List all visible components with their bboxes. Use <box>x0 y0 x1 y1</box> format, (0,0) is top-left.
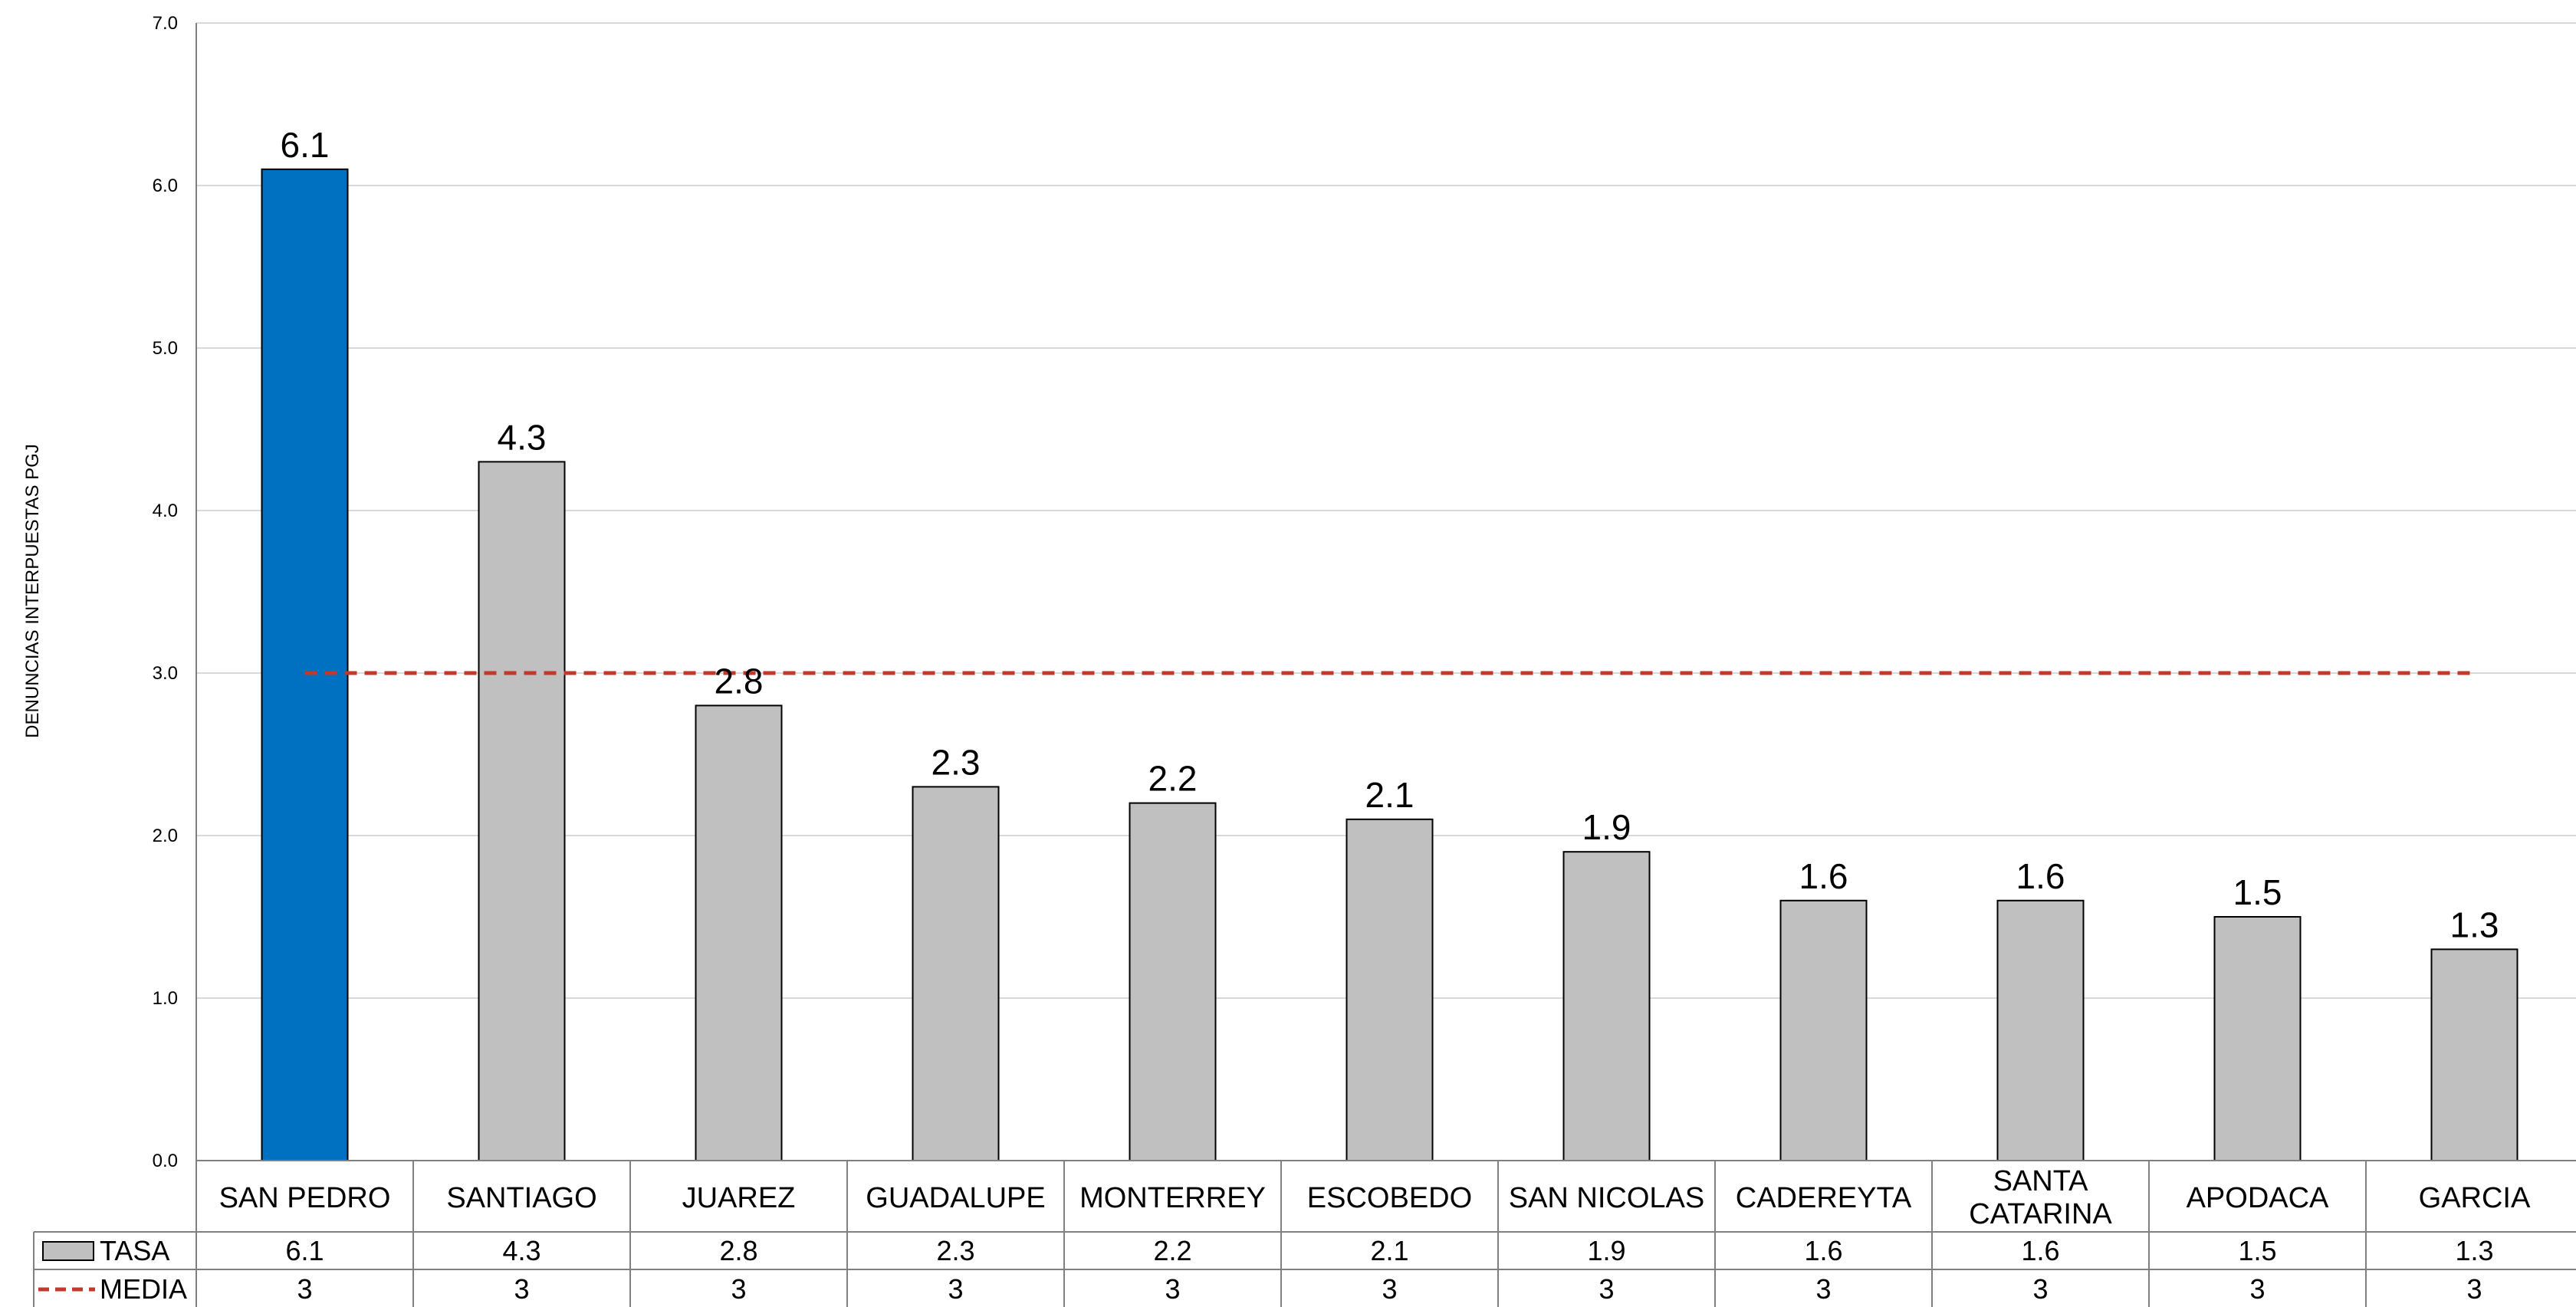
y-tick-label: 7.0 <box>153 13 178 34</box>
table-cell-tasa: 2.8 <box>719 1235 757 1266</box>
table-cell-tasa: 1.3 <box>2455 1235 2493 1266</box>
category-label: CATARINA <box>1969 1198 2112 1230</box>
category-label: APODACA <box>2187 1182 2329 1214</box>
table-cell-tasa: 4.3 <box>502 1235 540 1266</box>
bar-santiago <box>478 461 566 1161</box>
category-label: GARCIA <box>2419 1182 2531 1214</box>
category-label: SAN NICOLAS <box>1509 1182 1705 1214</box>
bar-value-label: 2.1 <box>1365 775 1414 815</box>
category-label: JUAREZ <box>682 1182 796 1214</box>
bar-value-label: 1.9 <box>1582 807 1631 847</box>
bar-garcia <box>2430 948 2518 1162</box>
bar-value-label: 1.5 <box>2233 872 2282 912</box>
table-cell-media: 3 <box>948 1273 963 1305</box>
category-label: SANTIAGO <box>446 1182 596 1214</box>
table-cell-media: 3 <box>514 1273 529 1305</box>
bar-value-label: 1.6 <box>2016 856 2065 896</box>
bar-value-label: 1.3 <box>2450 905 2499 944</box>
bar-san-nicolas <box>1562 851 1651 1161</box>
y-tick-label: 4.0 <box>153 501 178 521</box>
bar-juarez <box>695 704 783 1161</box>
y-tick-label: 1.0 <box>153 988 178 1009</box>
table-cell-media: 3 <box>1165 1273 1180 1305</box>
table-cell-tasa: 1.5 <box>2238 1235 2276 1266</box>
bar-escobedo <box>1346 818 1434 1162</box>
category-label: CADEREYTA <box>1736 1182 1912 1214</box>
table-cell-media: 3 <box>2032 1273 2048 1305</box>
y-axis-title: DENUNCIAS INTERPUESTAS PGJ <box>22 444 43 738</box>
category-label: SANTA <box>1993 1165 2089 1197</box>
y-tick-label: 6.0 <box>153 176 178 196</box>
y-tick-label: 2.0 <box>153 826 178 846</box>
bar-santa-catarina <box>1996 899 2085 1162</box>
category-label: SAN PEDRO <box>219 1182 391 1214</box>
bar-apodaca <box>2213 916 2302 1161</box>
bar-monterrey <box>1129 802 1217 1161</box>
bar-value-label: 2.8 <box>715 661 764 701</box>
axes: 0.0 1.0 2.0 3.0 4.0 5.0 6.0 7.0 <box>153 13 2576 1307</box>
category-label: GUADALUPE <box>866 1182 1045 1214</box>
table-cell-media: 3 <box>731 1273 746 1305</box>
y-tick-label: 0.0 <box>153 1151 178 1171</box>
table-cell-tasa: 1.6 <box>1804 1235 1842 1266</box>
y-tick-label: 5.0 <box>153 338 178 359</box>
bar-value-label: 1.6 <box>1799 856 1848 896</box>
category-label: MONTERREY <box>1079 1182 1266 1214</box>
bar-guadalupe <box>912 786 1000 1162</box>
bar-value-label: 6.1 <box>281 125 330 165</box>
legend-label-media: MEDIA <box>100 1273 187 1305</box>
table-cell-tasa: 1.9 <box>1587 1235 1625 1266</box>
legend-label-tasa: TASA <box>100 1235 169 1266</box>
data-labels: 6.1 4.3 2.8 2.3 2.2 2.1 1.9 1.6 1.6 1.5 1.3 <box>281 125 2499 945</box>
table-cell-tasa: 1.6 <box>2021 1235 2059 1266</box>
bar-cadereyta <box>1779 899 1868 1162</box>
bar-value-label: 2.3 <box>932 742 981 782</box>
table-cell-media: 3 <box>1815 1273 1831 1305</box>
table-cell-media: 3 <box>2249 1273 2265 1305</box>
category-label: ESCOBEDO <box>1307 1182 1472 1214</box>
bar-value-label: 4.3 <box>498 417 547 457</box>
table-cell-tasa: 6.1 <box>285 1235 324 1266</box>
table-cell-media: 3 <box>297 1273 312 1305</box>
bar-san-pedro <box>261 168 349 1161</box>
bar-series <box>261 168 2518 1162</box>
table-cell-media: 3 <box>1382 1273 1397 1305</box>
table-cell-tasa: 2.1 <box>1370 1235 1408 1266</box>
bar-value-label: 2.2 <box>1148 759 1198 799</box>
table-cell-tasa: 2.3 <box>936 1235 974 1266</box>
y-tick-label: 3.0 <box>153 663 178 684</box>
data-table: SAN PEDRO SANTIAGO JUAREZ GUADALUPE MONTERRE… <box>33 1161 2576 1307</box>
legend-key-tasa <box>42 1241 94 1261</box>
table-cell-media: 3 <box>2466 1273 2482 1305</box>
table-cell-tasa: 2.2 <box>1153 1235 1191 1266</box>
table-cell-media: 3 <box>1598 1273 1614 1305</box>
